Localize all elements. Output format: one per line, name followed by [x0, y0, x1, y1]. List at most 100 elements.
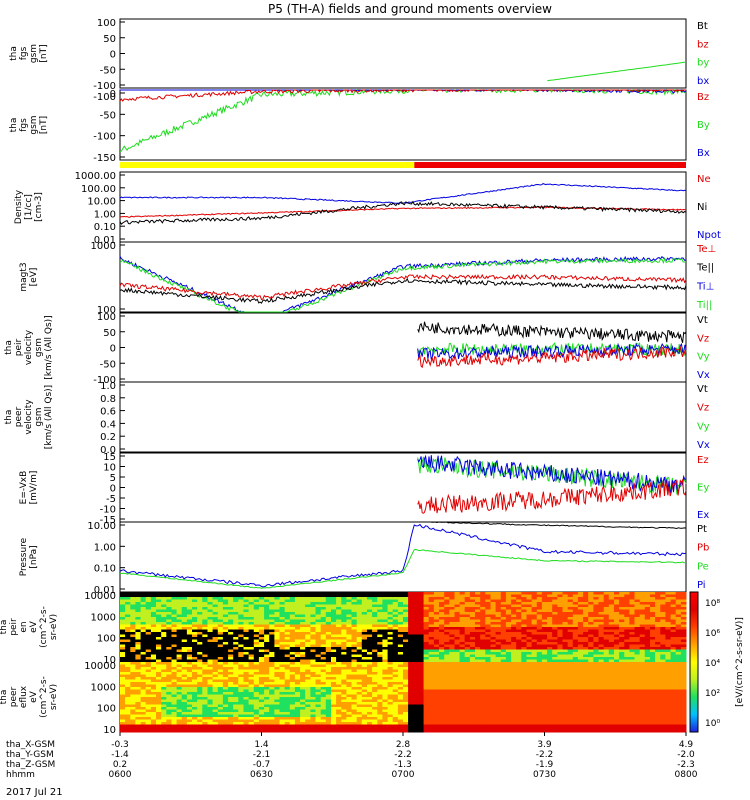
- spectrogram-cell: [289, 722, 296, 725]
- y-axis-label-line: fgs: [19, 46, 29, 60]
- spectrogram-cell: [279, 624, 286, 628]
- spectrogram-cell: [192, 694, 198, 698]
- spectrogram-cell: [135, 634, 141, 638]
- spectrogram-cell: [135, 712, 141, 715]
- spectrogram-cell: [433, 629, 440, 633]
- spectrogram-cell: [233, 642, 239, 645]
- spectrogram-cell: [331, 599, 337, 603]
- spectrogram-cell: [397, 714, 404, 718]
- spectrogram-cell: [629, 614, 635, 618]
- spectrogram-cell: [135, 677, 141, 680]
- spectrogram-cell: [562, 622, 569, 625]
- spectrogram-cell: [382, 624, 388, 628]
- spectrogram-cell: [243, 689, 250, 693]
- spectrogram-cell: [217, 704, 224, 708]
- spectrogram-cell: [207, 719, 214, 723]
- spectrogram-cell: [274, 709, 280, 713]
- spectrogram-cell: [521, 644, 527, 648]
- spectrogram-cell: [207, 727, 214, 730]
- spectrogram-cell: [624, 619, 630, 623]
- spectrogram-cell: [258, 614, 265, 618]
- spectrogram-cell: [315, 724, 322, 728]
- spectrogram-cell: [433, 627, 440, 630]
- spectrogram-cell: [387, 612, 394, 615]
- spectrogram-cell: [120, 639, 126, 643]
- spectrogram-cell: [356, 612, 363, 615]
- spectrogram-cell: [629, 634, 635, 638]
- spectrogram-cell: [120, 727, 126, 730]
- spectrogram-cell: [439, 629, 445, 633]
- spectrogram-cell: [650, 647, 656, 650]
- spectrogram-cell: [665, 659, 671, 663]
- spectrogram-cell: [192, 667, 198, 670]
- spectrogram-cell: [557, 657, 563, 660]
- spectrogram-cell: [186, 729, 193, 733]
- spectrogram-cell: [439, 624, 445, 628]
- spectrogram-cell: [202, 647, 208, 650]
- spectrogram-cell: [428, 662, 435, 665]
- spectrogram-cell: [531, 597, 538, 600]
- spectrogram-cell: [341, 654, 347, 658]
- spectrogram-cell: [310, 702, 316, 705]
- spectrogram-cell: [577, 607, 584, 610]
- spectrogram-cell: [485, 594, 491, 598]
- spectrogram-cell: [392, 677, 399, 680]
- spectrogram-cell: [387, 614, 394, 618]
- spectrogram-cell: [361, 639, 368, 643]
- spectrogram-cell: [423, 612, 430, 615]
- spectrogram-cell: [526, 637, 533, 640]
- spectrogram-cell: [418, 602, 424, 605]
- spectrogram-cell: [372, 707, 378, 710]
- spectrogram-cell: [279, 697, 286, 700]
- spectrogram-cell: [341, 694, 347, 698]
- spectrogram-cell: [300, 624, 306, 628]
- spectrogram-cell: [300, 644, 306, 648]
- spectrogram-cell: [392, 604, 399, 608]
- spectrogram-cell: [413, 694, 419, 698]
- spectrogram-cell: [120, 657, 126, 660]
- spectrogram-cell: [197, 727, 203, 730]
- spectrogram-cell: [274, 604, 280, 608]
- spectrogram-cell: [346, 677, 352, 680]
- spectrogram-cell: [269, 672, 275, 675]
- spectrogram-cell: [315, 594, 322, 598]
- spectrogram-cell: [469, 619, 476, 623]
- spectrogram-cell: [511, 634, 517, 638]
- spectrogram-cell: [140, 607, 147, 610]
- spectrogram-cell: [274, 707, 280, 710]
- spectrogram-cell: [552, 652, 558, 655]
- spectrogram-cell: [408, 694, 414, 698]
- spectrogram-cell: [660, 614, 666, 618]
- spectrogram-cell: [310, 687, 316, 690]
- spectrogram-cell: [634, 592, 641, 595]
- spectrogram-cell: [279, 662, 286, 665]
- spectrogram-cell: [186, 699, 193, 703]
- spectrogram-cell: [346, 609, 352, 613]
- spectrogram-cell: [655, 592, 661, 595]
- spectrogram-cell: [403, 712, 409, 715]
- spectrogram-cell: [294, 619, 301, 623]
- spectrogram-cell: [166, 639, 172, 643]
- spectrogram-cell: [629, 602, 635, 605]
- spectrogram-cell: [305, 684, 311, 688]
- spectrogram-cell: [392, 729, 399, 733]
- spectrogram-cell: [145, 677, 152, 680]
- spectrogram-cell: [480, 632, 486, 635]
- spectrogram-cell: [408, 649, 414, 653]
- spectrogram-cell: [212, 722, 219, 725]
- spectrogram-cell: [238, 719, 244, 723]
- spectrogram-cell: [644, 637, 651, 640]
- y-axis-label-line: gsm: [29, 44, 39, 63]
- spectrogram-cell: [675, 602, 682, 605]
- spectrogram-cell: [305, 669, 311, 673]
- legend-entry: Npot: [697, 230, 721, 241]
- spectrogram-cell: [150, 644, 157, 648]
- spectrogram-cell: [145, 724, 152, 728]
- spectrogram-cell: [161, 597, 167, 600]
- spectrogram-cell: [258, 647, 265, 650]
- spectrogram-cell: [228, 607, 234, 610]
- spectrogram-cell: [449, 642, 455, 645]
- spectrogram-cell: [356, 614, 363, 618]
- spectrogram-cell: [619, 639, 625, 643]
- spectrogram-cell: [145, 599, 152, 603]
